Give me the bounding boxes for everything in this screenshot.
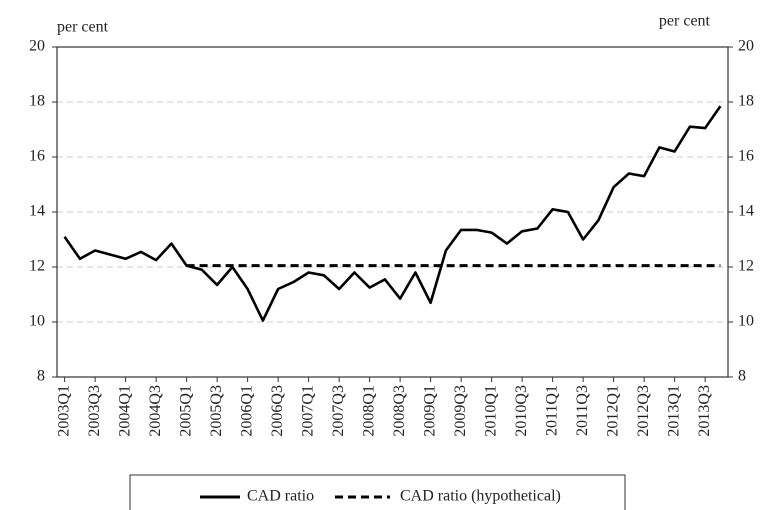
legend-box [129, 474, 626, 510]
x-tick-label: 2010Q1 [482, 385, 499, 437]
x-tick-label: 2004Q3 [147, 385, 164, 437]
y2-tick-label: 8 [738, 368, 746, 385]
y-tick-label: 8 [37, 368, 45, 385]
x-tick-label: 2003Q1 [55, 385, 72, 437]
x-tick-label: 2007Q1 [299, 385, 316, 437]
y2-tick-label: 14 [738, 203, 754, 220]
y2-tick-label: 20 [738, 38, 754, 55]
y2-axis-label: per cent [659, 13, 711, 30]
x-tick-label: 2008Q3 [391, 385, 408, 437]
x-tick-label: 2013Q1 [665, 385, 682, 437]
x-tick-label: 2010Q3 [513, 385, 530, 437]
y2-tick-label: 10 [738, 313, 754, 330]
y-tick-label: 14 [29, 203, 45, 220]
plot-frame [56, 46, 729, 378]
x-tick-label: 2006Q3 [269, 385, 286, 437]
x-tick-label: 2011Q3 [574, 385, 591, 436]
y-tick-label: 10 [29, 313, 45, 330]
y2-tick-label: 18 [738, 93, 754, 110]
series-line [63, 105, 722, 322]
y2-tick-label: 16 [738, 148, 754, 165]
legend-label: CAD ratio (hypothetical) [400, 488, 561, 505]
legend-label: CAD ratio [247, 488, 314, 505]
x-tick-label: 2007Q3 [330, 385, 347, 437]
y-tick-label: 16 [29, 148, 45, 165]
x-tick-label: 2012Q1 [604, 385, 621, 437]
x-tick-label: 2006Q1 [238, 385, 255, 437]
x-tick-label: 2013Q3 [696, 385, 713, 437]
y-tick-label: 18 [29, 93, 45, 110]
x-tick-label: 2012Q3 [635, 385, 652, 437]
x-tick-label: 2011Q1 [543, 385, 560, 436]
y-tick-label: 12 [29, 258, 45, 275]
x-tick-label: 2008Q1 [360, 385, 377, 437]
x-tick-label: 2003Q3 [86, 385, 103, 437]
x-tick-label: 2005Q3 [208, 385, 225, 437]
y-tick-label: 20 [29, 38, 45, 55]
x-tick-label: 2009Q3 [452, 385, 469, 437]
x-tick-label: 2005Q1 [177, 385, 194, 437]
y-axis-label: per cent [57, 19, 109, 36]
x-tick-label: 2009Q1 [421, 385, 438, 437]
x-tick-label: 2004Q1 [116, 385, 133, 437]
y2-tick-label: 12 [738, 258, 754, 275]
